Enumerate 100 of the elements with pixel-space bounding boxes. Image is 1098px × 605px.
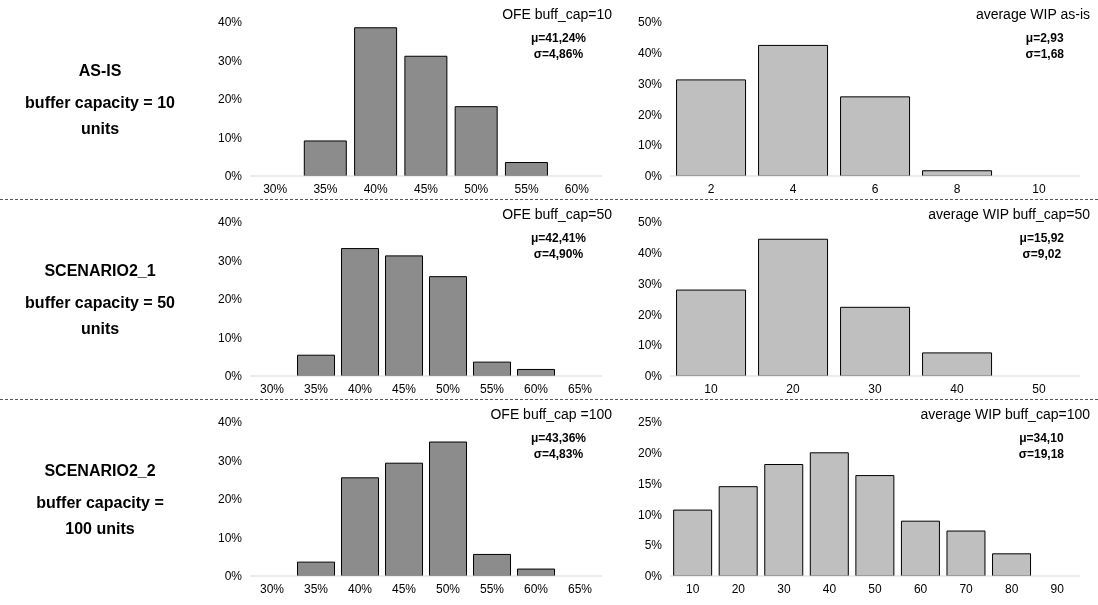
x-tick-label: 60 [913,581,928,596]
x-tick-label: 40% [363,181,389,196]
annotation: μ=43,36% [530,430,586,446]
y-tick-label: 15% [637,476,663,491]
x-tick-label: 2 [707,181,715,196]
bar [454,106,498,176]
bar [758,44,829,176]
x-tick-label: 50 [1032,381,1046,396]
annotation: σ=1,68 [1025,46,1064,62]
y-tick-label: 40% [217,215,243,230]
y-tick-label: 0% [224,569,243,584]
y-tick-label: 10% [637,507,663,522]
y-tick-label: 20% [217,292,243,307]
text: buffer capacity = 100 units [35,493,165,539]
annotation: σ=4,90% [532,246,585,262]
annotation: μ=41,24% [530,30,586,46]
x-tick-label: 40% [347,381,373,396]
x-tick-label: 10 [686,581,700,596]
bar [840,96,911,176]
text: SCENARIO2_1 [44,262,156,280]
y-tick-label: 40% [217,15,243,30]
y-tick-label: 20% [637,446,663,461]
y-tick-label: 40% [217,415,243,430]
x-tick-label: 50% [435,581,461,596]
x-tick-label: 4 [789,181,797,196]
chart-title: OFE buff_cap=10 [502,6,612,22]
bar [341,477,380,576]
bar [504,162,548,176]
y-tick-label: 10% [217,530,243,545]
y-tick-label: 10% [637,338,663,353]
x-tick-label: 60% [523,581,549,596]
x-tick-label: 65% [567,381,593,396]
x-tick-label: 90 [1050,581,1065,596]
x-tick-label: 30% [263,181,288,196]
bar [809,452,849,576]
x-tick-label: 65% [567,581,593,596]
bar [855,475,895,576]
annotation: μ=2,93 [1025,30,1064,46]
bar [764,464,804,576]
bar [385,255,424,376]
chart-title: OFE buff_cap =100 [490,406,612,422]
y-tick-label: 0% [644,569,663,584]
x-tick-label: 55% [479,581,505,596]
x-tick-label: 40 [950,381,964,396]
bar [297,354,336,376]
x-tick-label: 50 [868,581,882,596]
bar [473,361,512,376]
y-tick-label: 0% [224,369,243,384]
bar [429,276,468,376]
chart-title: average WIP buff_cap=50 [928,206,1090,222]
bar [473,553,512,576]
bar [992,553,1032,576]
annotation: σ=9,02 [1021,246,1063,262]
y-tick-label: 10% [217,130,243,145]
y-tick-label: 10% [637,138,663,153]
bar [922,352,993,376]
x-tick-label: 35% [313,181,338,196]
text: buffer capacity = 10 units [25,93,175,139]
bar [385,462,424,576]
x-tick-label: 10 [704,381,718,396]
y-tick-label: 30% [217,453,243,468]
x-tick-label: 55% [514,181,539,196]
chart-title: average WIP buff_cap=100 [920,406,1090,422]
x-tick-label: 30% [259,381,285,396]
x-tick-label: 45% [391,581,417,596]
annotation: μ=42,41% [530,230,586,246]
y-tick-label: 50% [637,215,663,230]
y-tick-label: 10% [217,330,243,345]
chart-title: average WIP as-is [975,6,1090,22]
x-tick-label: 60% [523,381,549,396]
annotation: μ=15,92 [1019,230,1064,246]
y-tick-label: 30% [637,76,663,91]
x-tick-label: 8 [953,181,961,196]
x-tick-label: 50% [464,181,489,196]
text: buffer capacity = 50 units [25,293,175,339]
annotation: μ=34,10 [1018,430,1064,446]
x-tick-label: 30 [868,381,882,396]
bar [718,486,758,576]
x-tick-label: 80 [1004,581,1019,596]
bar [303,140,347,176]
bar [517,568,556,576]
bar [676,289,747,376]
text: SCENARIO2_2 [44,462,156,480]
bar [354,27,398,176]
x-tick-label: 45% [391,381,417,396]
bar [404,55,448,176]
y-tick-label: 20% [217,92,243,107]
x-tick-label: 60% [564,181,590,196]
y-tick-label: 40% [637,46,663,61]
y-tick-label: 0% [224,169,243,184]
y-tick-label: 25% [637,415,663,430]
y-tick-label: 0% [644,169,663,184]
bar [297,561,336,576]
chart-title: OFE buff_cap=50 [502,206,612,222]
y-tick-label: 30% [637,276,663,291]
x-tick-label: 40 [822,581,837,596]
bar [840,306,911,376]
y-tick-label: 40% [637,246,663,261]
x-tick-label: 70 [959,581,974,596]
x-tick-label: 30% [259,581,285,596]
